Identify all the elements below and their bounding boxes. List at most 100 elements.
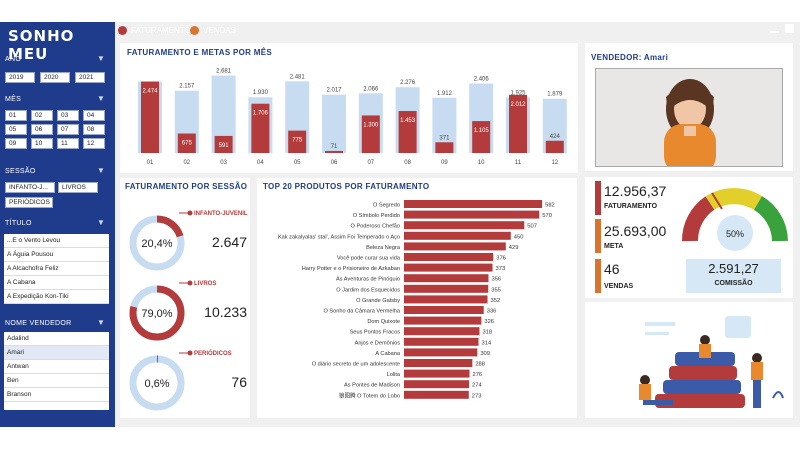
filter-icon[interactable]: ▼ (97, 54, 105, 63)
filter-mes-03[interactable]: 03 (57, 110, 79, 121)
product-value: 376 (496, 256, 506, 262)
kpi-meta-label: META (604, 243, 624, 250)
list-item[interactable]: A Cabana (4, 276, 109, 290)
filter-mes-07[interactable]: 07 (57, 124, 79, 135)
filter-mes-10[interactable]: 10 (31, 138, 53, 149)
top-products-chart: O Segredo 582 O Símbolo Perdido 570 O Podero… (278, 200, 555, 399)
faturamento-data-label: 591 (219, 143, 230, 149)
filter-mes-01[interactable]: 01 (5, 110, 27, 121)
product-bar (404, 316, 482, 325)
donut-percent: 79,0% (141, 308, 172, 320)
faturamento-data-label: 371 (439, 135, 450, 141)
product-value: 314 (482, 340, 492, 346)
product-label: Anjos e Demônios (355, 340, 401, 346)
filter-titulo-list: ...E o Vento Levou A Águia Pousou A Alca… (4, 234, 109, 304)
card-vendedor-kpis: 12.956,37 FATURAMENTO 25.693,00 META 46 … (585, 177, 793, 298)
product-label: Dom Quixote (367, 319, 400, 325)
meta-bar (322, 94, 346, 153)
filter-mes-09[interactable]: 09 (5, 138, 27, 149)
product-bar (404, 284, 489, 293)
product-label: As Aventuras de Pinóquio (336, 277, 400, 283)
list-item[interactable]: A Águia Pousou (4, 248, 109, 262)
sessao-donuts: 20,4% 2.647 INFANTO-JUVENIL 79,0% 10.233 LIVR… (129, 210, 248, 411)
product-label: O diário secreto de um adolescente (312, 362, 400, 368)
gauge-percent: 50% (726, 229, 744, 239)
product-bar (404, 253, 494, 261)
donut-arc (129, 215, 185, 271)
kpi-bar-faturamento (595, 181, 601, 215)
filter-ano-2020[interactable]: 2020 (40, 72, 70, 83)
vendedor-photo (595, 68, 783, 167)
product-label: Lolita (387, 372, 401, 378)
product-label: O Jardim dos Esquecidos (336, 287, 400, 293)
faturamento-bar (177, 133, 196, 153)
list-item[interactable]: Ben (4, 374, 109, 388)
filter-mes-11[interactable]: 11 (57, 138, 79, 149)
filter-mes-04[interactable]: 04 (83, 110, 105, 121)
faturamento-data-label: 1.453 (400, 118, 416, 124)
filter-sessao-infanto[interactable]: INFANTO-J... (5, 182, 55, 193)
product-label: O Grande Gatsby (356, 298, 400, 304)
faturamento-data-label: 1.706 (253, 111, 269, 117)
filter-mes-08[interactable]: 08 (83, 124, 105, 135)
list-item[interactable]: Adalind (4, 332, 109, 346)
faturamento-data-label: 675 (182, 141, 193, 147)
filter-ano-2019[interactable]: 2019 (5, 72, 35, 83)
product-label: O Segredo (373, 203, 400, 209)
filter-icon[interactable]: ▼ (97, 318, 105, 327)
filter-mes-06[interactable]: 06 (31, 124, 53, 135)
list-item[interactable]: A Alcachofra Feliz (4, 262, 109, 276)
filter-ano-2021[interactable]: 2021 (75, 72, 105, 83)
faturamento-bar (398, 111, 417, 153)
filter-icon[interactable]: ▼ (97, 218, 105, 227)
x-tick-label: 11 (515, 160, 522, 166)
product-bar (404, 210, 540, 219)
meta-data-label: 2.017 (326, 88, 342, 94)
donut-percent: 20,4% (141, 238, 172, 250)
product-bar (404, 274, 489, 283)
faturamento-data-label: 2.474 (142, 89, 158, 95)
filter-mes-02[interactable]: 02 (31, 110, 53, 121)
filter-mes-label: MÊS (5, 96, 22, 103)
list-item[interactable]: Branson (4, 388, 109, 402)
filter-icon[interactable]: ▼ (97, 166, 105, 175)
x-tick-label: 01 (147, 160, 154, 166)
callout-dot (187, 350, 193, 356)
meta-data-label: 1.879 (547, 92, 563, 98)
x-tick-label: 10 (478, 160, 485, 166)
filter-sessao-livros[interactable]: LIVROS (58, 182, 98, 193)
avatar (664, 79, 716, 166)
list-item[interactable]: ...E o Vento Levou (4, 234, 109, 248)
list-item[interactable]: A Expedição Kon-Tiki (4, 290, 109, 304)
filter-icon[interactable]: ▼ (97, 94, 105, 103)
faturamento-bar (214, 135, 233, 153)
filter-mes-12[interactable]: 12 (83, 138, 105, 149)
filter-mes-05[interactable]: 05 (5, 124, 27, 135)
card-faturamento-metas: FATURAMENTO E METAS POR MÊS 2.474 01 2.157… (120, 43, 578, 173)
x-tick-label: 03 (220, 160, 227, 166)
filter-sessao-periodicos[interactable]: PERIÓDICOS (5, 197, 53, 208)
list-item[interactable]: Antwan (4, 360, 109, 374)
list-item-selected[interactable]: Amari (4, 346, 109, 360)
product-value: 352 (491, 298, 501, 304)
maximize-icon[interactable] (785, 24, 794, 33)
product-value: 326 (484, 319, 494, 325)
sessao-name: LIVROS (194, 281, 216, 287)
x-tick-label: 07 (367, 160, 374, 166)
minimize-icon[interactable] (770, 31, 779, 33)
product-label: A Cabana (375, 351, 400, 357)
comissao-box: 2.591,27 COMISSÃO (686, 259, 781, 293)
product-bar (404, 263, 493, 272)
donut-arc (129, 355, 185, 411)
app-logo: SONHO MEU (8, 27, 75, 63)
x-tick-label: 12 (551, 160, 558, 166)
product-value: 288 (475, 362, 485, 368)
kpi-vendas-label: VENDAS (604, 283, 634, 290)
kpi-bar-vendas (595, 259, 601, 293)
meta-data-label: 1.925 (510, 90, 526, 96)
x-tick-label: 02 (183, 160, 190, 166)
card-title: FATURAMENTO POR SESSÃO (125, 182, 248, 191)
product-bar (404, 348, 478, 357)
product-value: 356 (491, 277, 501, 283)
x-tick-label: 09 (441, 160, 448, 166)
